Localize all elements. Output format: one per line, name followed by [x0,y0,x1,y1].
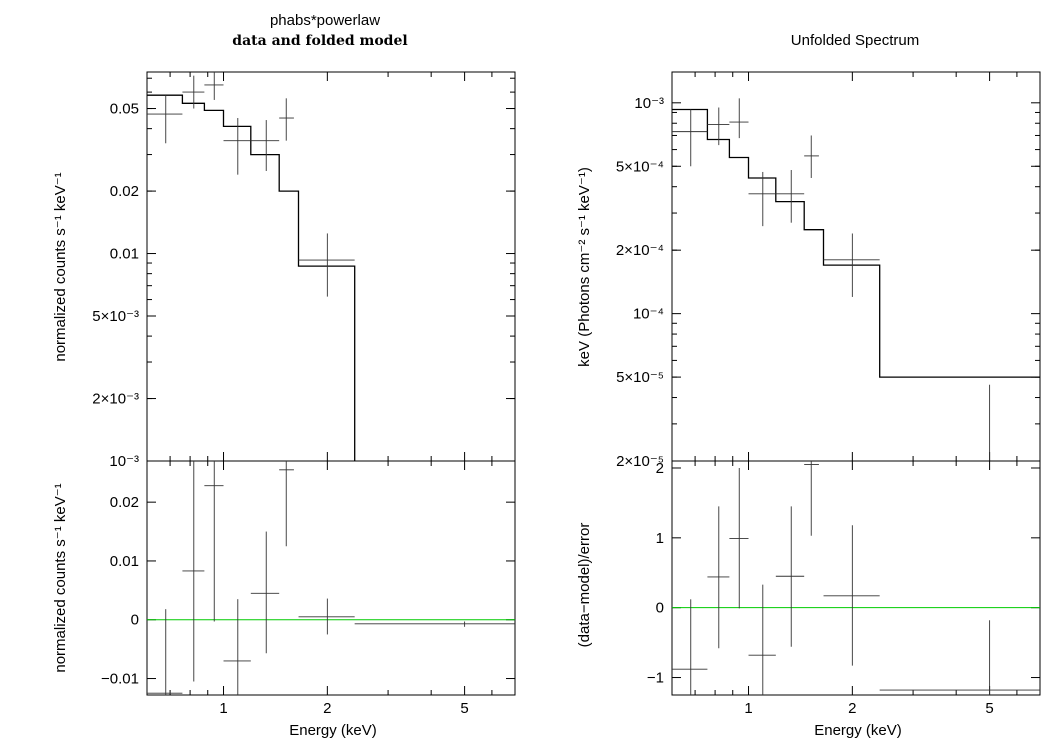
right-xlabel: Energy (keV) [814,722,902,739]
left-top-data-point [204,72,224,100]
right-top-data-point [707,107,730,146]
right-top-frame [671,71,1041,462]
left-bottom-ytick-label: 0.01 [110,553,139,570]
left-xlabel: Energy (keV) [289,722,377,739]
right-top-ytick-label: 2×10⁻⁵ [616,453,664,470]
left-top-data-point [223,118,251,175]
left-bottom-ytick-label: 0.02 [110,494,139,511]
left-top-ytick-label: 0.01 [110,246,139,263]
right-bottom-data-point [823,525,880,666]
right-bottom-xtick-label: 1 [744,700,752,717]
left-top-ytick-label: 2×10⁻³ [92,391,139,408]
right-bottom-panel: 1 2 5 2 1 0 −1 [647,460,1041,717]
left-bottom-data-point [204,461,224,622]
right-bottom-data-point [729,467,749,609]
left-bottom-data-point [223,599,251,695]
left-bottom-data-point [182,461,205,682]
right-top-panel: 10⁻³ 5×10⁻⁴ 2×10⁻⁴ 10⁻⁴ 5×10⁻⁵ 2×10⁻⁵ [616,71,1041,470]
right-bottom-data-point [672,599,708,695]
right-top-data-point [729,98,749,139]
left-bottom-xtick-label: 1 [219,700,227,717]
right-bottom-xtick-label: 2 [848,700,856,717]
right-top-data-point [748,171,776,227]
left-top-ytick-label: 5×10⁻³ [92,308,139,325]
left-bottom-data-point [250,531,280,654]
left-top-data-point [279,98,294,141]
left-subtitle: data and folded model [232,33,407,49]
left-bottom-data-point [279,461,294,547]
left-bottom-xtick-label: 2 [323,700,331,717]
left-top-ylabel: normalized counts s⁻¹ keV⁻¹ [52,172,69,361]
right-bottom-ylabel: (data−model)/error [576,523,593,648]
left-bottom-data-point [147,609,183,695]
left-bottom-xtick-label: 5 [460,700,468,717]
right-top-data-point [775,170,805,223]
right-bottom-frame [671,460,1041,696]
right-title: Unfolded Spectrum [791,32,919,49]
left-top-ytick-label: 10⁻³ [109,453,139,470]
right-bottom-ytick-label: 2 [656,460,664,477]
left-bottom-ylabel: normalized counts s⁻¹ keV⁻¹ [52,483,69,672]
left-top-data-point [250,120,280,171]
left-top-ytick-label: 0.02 [110,183,139,200]
right-top-data-point [823,233,880,297]
right-bottom-data-point [748,584,776,695]
right-bottom-data-point [879,620,1040,695]
left-bottom-data-point [298,598,355,635]
right-top-ytick-label: 2×10⁻⁴ [616,242,664,259]
right-top-data-point [672,109,708,167]
right-bottom-data-point [775,506,805,647]
left-top-model-line [147,94,356,461]
right-bottom-ytick-label: 0 [656,600,664,617]
right-top-ylabel: keV (Photons cm⁻² s⁻¹ keV⁻¹) [576,167,593,367]
right-top-ytick-label: 10⁻³ [634,95,664,112]
left-bottom-panel: 1 2 5 0.02 0.01 0 −0.01 [101,460,516,717]
right-bottom-xtick-label: 5 [985,700,993,717]
left-top-panel: 0.05 0.02 0.01 5×10⁻³ 2×10⁻³ 10⁻³ [92,71,516,470]
right-bottom-ytick-label: 1 [656,530,664,547]
left-top-data-point [147,95,183,144]
left-bottom-ytick-label: 0 [131,612,139,629]
right-top-model-line [672,108,1040,378]
right-bottom-data-point [707,506,730,649]
left-top-data-point [298,233,355,297]
left-bottom-data-point [354,621,515,627]
left-top-ytick-label: 0.05 [110,101,139,118]
left-bottom-ytick-label: −0.01 [101,671,139,688]
right-top-data-point [804,135,819,178]
left-bottom-frame [146,460,516,696]
right-top-ytick-label: 10⁻⁴ [633,306,664,323]
right-bottom-ytick-label: −1 [647,670,664,687]
left-top-data-point [182,75,205,109]
left-title: phabs*powerlaw [270,12,380,29]
right-bottom-data-point [804,461,819,536]
right-top-ytick-label: 5×10⁻⁴ [616,158,664,175]
right-top-ytick-label: 5×10⁻⁵ [616,369,664,386]
